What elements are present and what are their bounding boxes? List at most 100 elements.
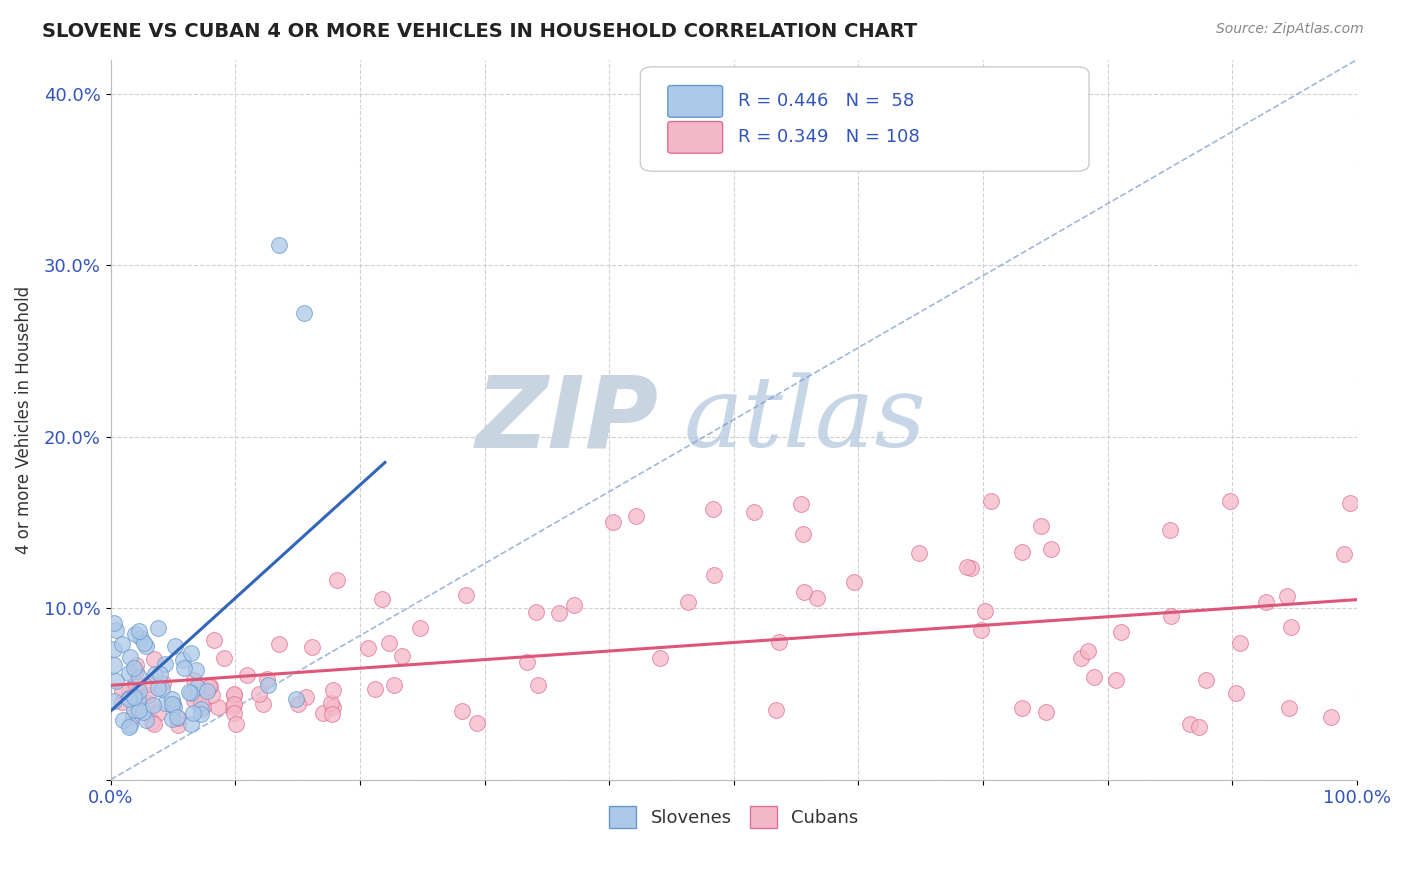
Point [465,715,488,730]
Point [222,700,245,714]
Point [371,592,394,607]
Point [162,697,184,711]
Point [391,649,413,664]
Point [907,546,929,560]
Point [1031,519,1053,533]
Point [105,674,128,689]
Point [124,677,146,691]
Point [225,717,247,731]
Point [222,688,245,702]
Point [1339,496,1361,510]
Point [703,568,725,582]
Point [284,691,307,706]
Point [118,683,141,698]
Point [103,658,125,673]
Point [1011,701,1033,715]
Point [267,237,290,252]
Point [702,502,724,516]
Point [136,688,159,702]
Point [122,709,145,723]
Point [516,655,538,669]
Point [454,588,477,602]
FancyBboxPatch shape [640,67,1090,171]
Point [146,621,169,635]
Point [1278,701,1301,715]
Point [111,695,134,709]
Point [180,716,202,731]
Point [806,591,828,605]
Point [186,680,208,694]
Point [295,690,318,705]
Point [125,658,148,673]
Point [166,710,188,724]
Point [138,677,160,691]
Point [1333,547,1355,561]
Point [135,640,157,654]
Point [124,703,146,717]
Point [382,678,405,692]
Point [1070,651,1092,665]
Point [198,680,221,694]
Point [162,698,184,712]
Point [742,505,765,519]
Point [326,573,349,587]
Point [118,666,141,681]
Point [1219,493,1241,508]
Point [321,706,343,721]
Point [180,686,202,700]
Point [301,640,323,654]
Point [163,699,186,714]
Point [526,678,548,692]
Point [191,700,214,714]
Point [202,633,225,648]
Point [153,657,176,671]
Point [212,650,235,665]
Point [378,636,401,650]
Point [524,605,547,619]
Point [103,616,125,631]
Point [322,682,344,697]
Point [198,680,221,694]
Point [128,684,150,698]
Point [1229,636,1251,650]
Point [190,706,212,721]
Point [128,670,150,684]
Point [357,640,380,655]
Point [128,703,150,717]
Point [842,574,865,589]
Point [149,666,172,681]
Point [1077,643,1099,657]
Text: ZIP: ZIP [477,371,659,468]
Point [1159,523,1181,537]
Point [127,692,149,706]
Point [1254,595,1277,609]
Point [256,672,278,686]
Point [160,712,183,726]
Point [793,585,815,599]
Point [118,691,141,706]
Point [155,697,177,711]
Point [980,494,1002,508]
Point [1011,545,1033,559]
Point [142,698,165,713]
Point [167,710,190,724]
Point [179,685,201,699]
Point [1178,717,1201,731]
Point [1188,720,1211,734]
Point [1225,686,1247,700]
Point [648,651,671,665]
Point [160,692,183,706]
Point [118,691,141,706]
Point [676,595,699,609]
Point [104,623,127,637]
Point [167,718,190,732]
Point [322,699,344,714]
Point [103,694,125,708]
Point [128,624,150,639]
Point [142,652,165,666]
Point [183,673,205,688]
Point [974,604,997,618]
Point [269,637,291,651]
Point [111,713,134,727]
Text: Source: ZipAtlas.com: Source: ZipAtlas.com [1216,22,1364,37]
